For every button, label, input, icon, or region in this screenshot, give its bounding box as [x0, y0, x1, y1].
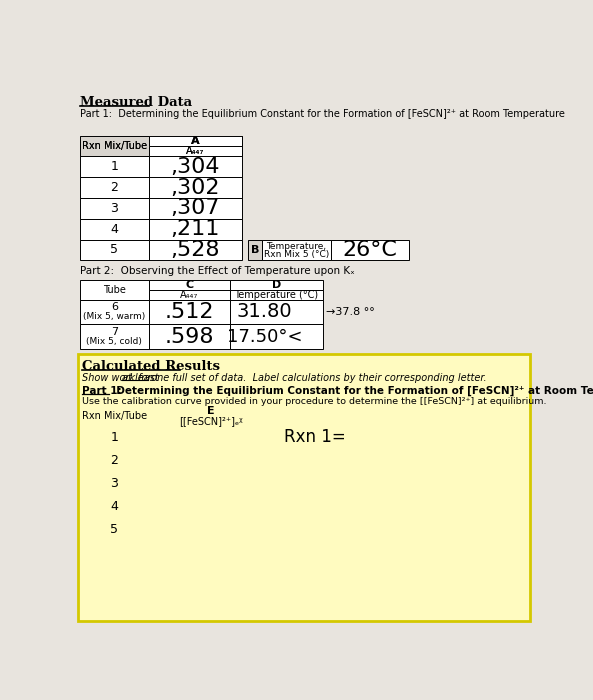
Bar: [80, 177, 148, 198]
Text: ,211: ,211: [170, 219, 220, 239]
Bar: [148, 300, 230, 324]
Text: .598: .598: [164, 327, 214, 346]
Bar: [148, 406, 273, 416]
Text: 3: 3: [110, 202, 119, 215]
Bar: [262, 239, 331, 260]
Text: Determining the Equilibrium Constant for the Formation of [FeSCN]²⁺ at Room Temp: Determining the Equilibrium Constant for…: [109, 386, 593, 396]
Bar: [80, 518, 148, 541]
Bar: [148, 324, 230, 349]
Bar: [80, 136, 148, 156]
Text: ,304: ,304: [170, 157, 220, 177]
Text: 4: 4: [110, 500, 119, 513]
Text: ,302: ,302: [170, 178, 220, 197]
Text: Rxn Mix/Tube: Rxn Mix/Tube: [82, 141, 147, 151]
Bar: [230, 324, 323, 349]
Text: A: A: [191, 136, 199, 146]
Text: A: A: [191, 136, 199, 146]
Text: 1: 1: [110, 431, 119, 444]
Text: Temperature,: Temperature,: [266, 241, 327, 251]
Bar: [230, 300, 323, 324]
Bar: [230, 279, 323, 290]
Bar: [148, 146, 241, 156]
Text: 2: 2: [110, 454, 119, 467]
Text: →37.8 °°: →37.8 °°: [326, 307, 375, 317]
Bar: [148, 472, 273, 495]
Bar: [248, 239, 262, 260]
Bar: [148, 198, 241, 219]
Text: Show work for: Show work for: [82, 372, 155, 383]
Bar: [148, 290, 230, 300]
Text: (Mix 5, cold): (Mix 5, cold): [87, 337, 142, 346]
Bar: [80, 426, 148, 449]
Text: Rxn Mix/Tube: Rxn Mix/Tube: [82, 141, 147, 151]
Bar: [80, 449, 148, 472]
Text: Rxn 1=: Rxn 1=: [284, 428, 346, 447]
Text: Use the calibration curve provided in your procedure to determine the [[FeSCN]²⁺: Use the calibration curve provided in yo…: [82, 397, 546, 405]
Bar: [148, 495, 273, 518]
Text: [[FeSCN]²⁺]ₑᵡ: [[FeSCN]²⁺]ₑᵡ: [178, 416, 243, 426]
Bar: [80, 495, 148, 518]
Text: Part 1:: Part 1:: [82, 386, 122, 396]
Text: 5: 5: [110, 524, 119, 536]
Text: 17.50°<: 17.50°<: [227, 328, 302, 346]
Bar: [80, 279, 148, 300]
Bar: [148, 279, 230, 290]
Text: 5: 5: [110, 244, 119, 256]
Text: Calculated Results: Calculated Results: [82, 360, 220, 372]
Text: 3: 3: [110, 477, 119, 490]
Bar: [80, 136, 148, 156]
Bar: [148, 218, 241, 239]
Text: 7: 7: [111, 327, 118, 337]
Text: ,528: ,528: [170, 240, 220, 260]
Bar: [80, 239, 148, 260]
Text: (Mix 5, warm): (Mix 5, warm): [83, 312, 145, 321]
Bar: [230, 290, 323, 300]
Text: one full set of data.  Label calculations by their corresponding letter.: one full set of data. Label calculations…: [148, 372, 486, 383]
Text: Temperature (°C): Temperature (°C): [234, 290, 318, 300]
Bar: [80, 300, 148, 324]
Bar: [80, 156, 148, 177]
Bar: [331, 239, 409, 260]
Bar: [148, 518, 273, 541]
Text: 6: 6: [111, 302, 118, 312]
Text: A₄₄₇: A₄₄₇: [180, 290, 198, 300]
Bar: [80, 218, 148, 239]
Bar: [148, 416, 273, 426]
Text: 31.80: 31.80: [237, 302, 292, 321]
Text: Tube: Tube: [103, 285, 126, 295]
Bar: [148, 156, 241, 177]
Bar: [148, 449, 273, 472]
Bar: [80, 198, 148, 219]
Text: B: B: [250, 245, 259, 255]
Bar: [78, 354, 530, 622]
Text: 1: 1: [110, 160, 119, 174]
Text: Part 1:  Determining the Equilibrium Constant for the Formation of [FeSCN]²⁺ at : Part 1: Determining the Equilibrium Cons…: [80, 108, 565, 118]
Text: 2: 2: [110, 181, 119, 194]
Text: at least: at least: [122, 372, 159, 383]
Text: Rxn Mix/Tube: Rxn Mix/Tube: [82, 411, 147, 421]
Text: ,307: ,307: [170, 198, 220, 218]
Text: .512: .512: [164, 302, 214, 322]
Text: 4: 4: [110, 223, 119, 236]
Text: A₄₄₇: A₄₄₇: [186, 146, 204, 156]
Bar: [148, 426, 273, 449]
Text: Rxn Mix 5 (°C): Rxn Mix 5 (°C): [264, 250, 329, 259]
Bar: [80, 136, 241, 156]
Bar: [148, 239, 241, 260]
Bar: [148, 146, 241, 156]
Text: D: D: [272, 279, 281, 290]
Text: 26°C: 26°C: [343, 240, 398, 260]
Text: C: C: [185, 279, 193, 290]
Text: Part 2:  Observing the Effect of Temperature upon Kₓ: Part 2: Observing the Effect of Temperat…: [80, 267, 355, 276]
Text: E: E: [207, 406, 214, 416]
Bar: [148, 136, 241, 146]
Bar: [80, 472, 148, 495]
Bar: [148, 136, 241, 146]
Text: Measured Data: Measured Data: [80, 97, 193, 109]
Text: A₄₄₇: A₄₄₇: [186, 146, 204, 156]
Bar: [80, 406, 148, 426]
Bar: [80, 324, 148, 349]
Bar: [148, 177, 241, 198]
